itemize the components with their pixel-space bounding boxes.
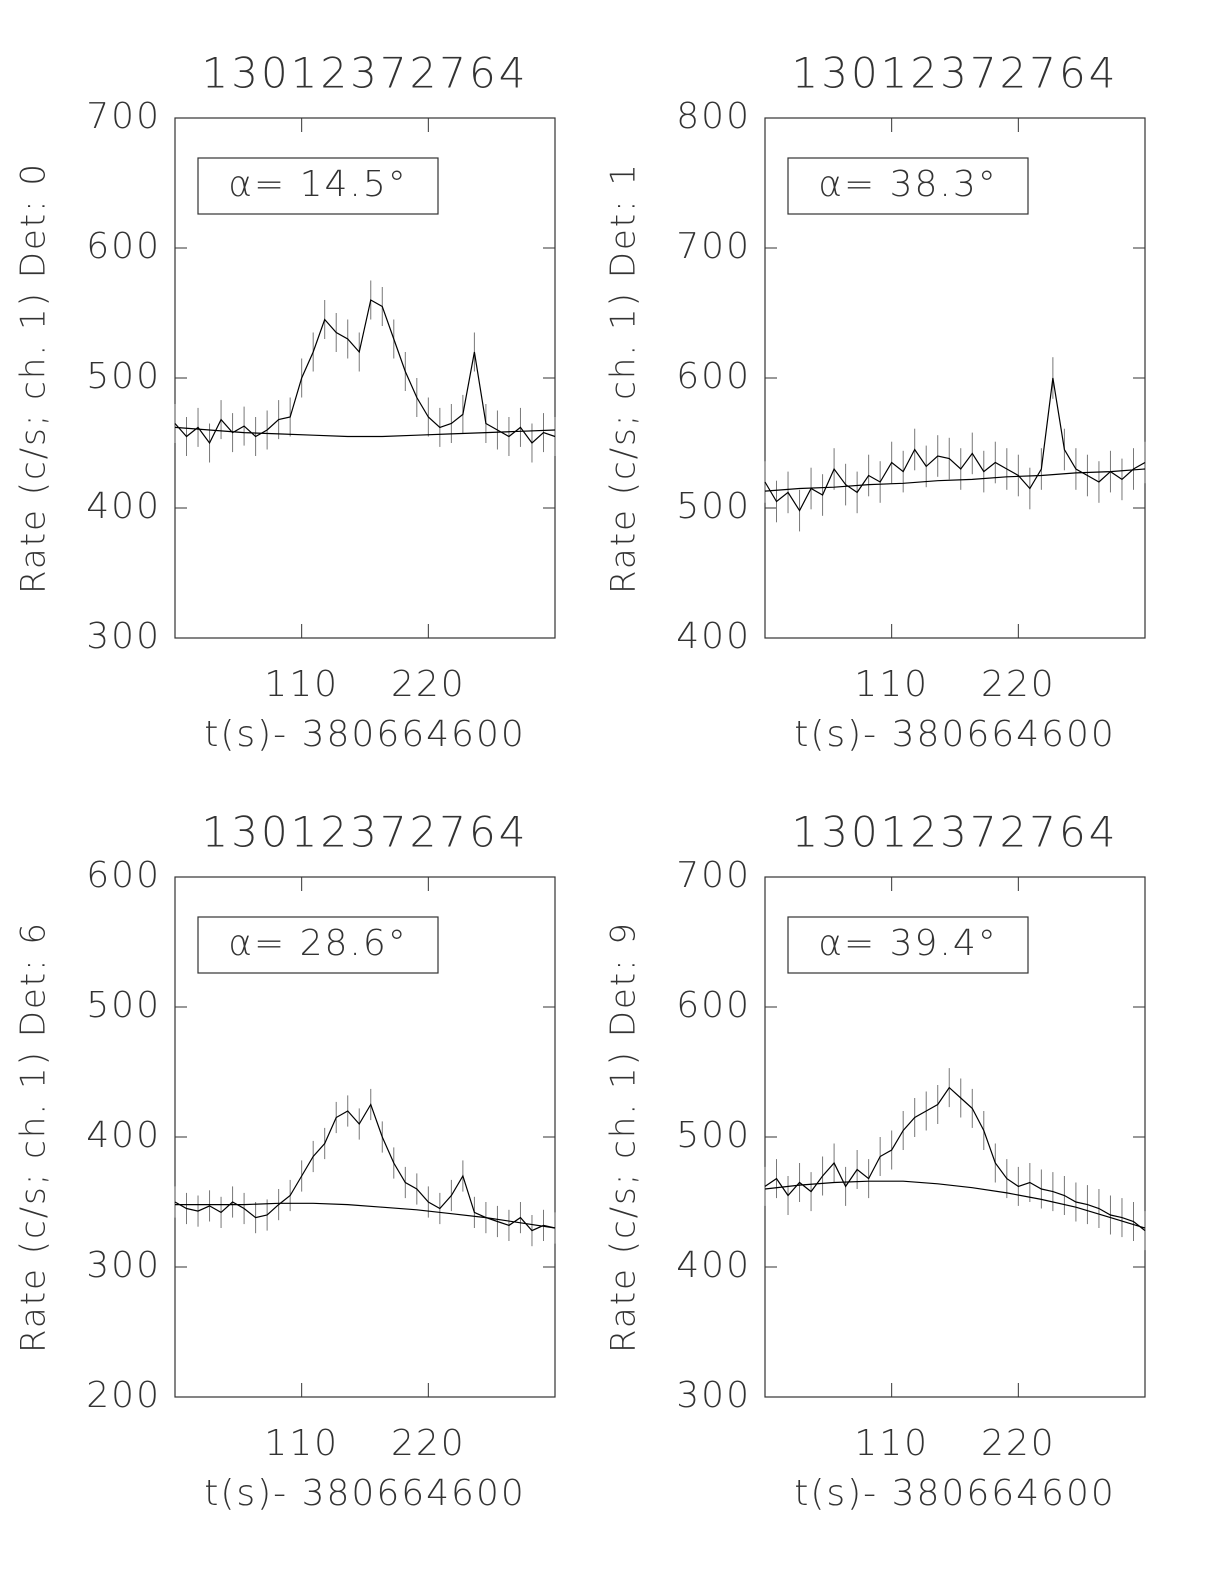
data-line [174,1103,556,1232]
x-tick-label: 220 [391,664,466,705]
x-axis-label: t(s)- 380664600 [794,1473,1116,1514]
y-tick-label: 500 [86,356,161,397]
data-line [764,377,1146,512]
x-tick-label: 220 [391,1423,466,1464]
y-tick-label: 400 [86,1115,161,1156]
y-tick-label: 500 [676,1115,751,1156]
data-line [174,299,556,445]
annotation-box [787,157,1029,215]
annotation-box [197,157,439,215]
y-tick-label: 400 [86,486,161,527]
annotation: α= 39.4° [818,923,998,964]
panel-title: 13012372764 [792,808,1119,857]
x-tick-label: 110 [854,664,929,705]
y-axis-label: Rate (c/s; ch. 1) Det: 1 [604,162,644,594]
y-tick-label: 600 [86,855,161,896]
fit-line [174,426,556,438]
y-tick-label: 700 [86,96,161,137]
annotation-box [787,916,1029,974]
annotation: α= 14.5° [228,164,408,205]
y-axis-label: Rate (c/s; ch. 1) Det: 9 [604,921,644,1353]
x-axis-label: t(s)- 380664600 [204,1473,526,1514]
annotation: α= 28.6° [228,923,408,964]
x-tick-label: 110 [264,664,339,705]
annotation-box [197,916,439,974]
panel-title: 13012372764 [792,49,1119,98]
y-tick-label: 400 [676,1245,751,1286]
panel-title: 13012372764 [202,49,529,98]
panel-title: 13012372764 [202,808,529,857]
y-tick-label: 300 [86,1245,161,1286]
y-tick-label: 600 [86,226,161,267]
x-axis-label: t(s)- 380664600 [794,714,1116,755]
y-tick-label: 600 [676,356,751,397]
data-line [764,1086,1146,1232]
x-axis-label: t(s)- 380664600 [204,714,526,755]
annotation: α= 38.3° [818,164,998,205]
fit-line [764,468,1146,492]
y-tick-label: 700 [676,855,751,896]
y-axis-label: Rate (c/s; ch. 1) Det: 6 [14,921,54,1353]
y-tick-label: 700 [676,226,751,267]
y-tick-label: 600 [676,985,751,1026]
y-tick-label: 800 [676,96,751,137]
y-tick-label: 300 [86,616,161,657]
fit-line [175,1202,556,1229]
y-tick-label: 400 [676,616,751,657]
y-axis-label: Rate (c/s; ch. 1) Det: 0 [14,162,54,594]
x-tick-label: 110 [854,1423,929,1464]
y-tick-label: 300 [676,1375,751,1416]
x-tick-label: 220 [981,1423,1056,1464]
x-tick-label: 220 [981,664,1056,705]
y-tick-label: 500 [86,985,161,1026]
x-tick-label: 110 [264,1423,339,1464]
fit-line [764,1180,1146,1229]
y-tick-label: 500 [676,486,751,527]
y-tick-label: 200 [86,1375,161,1416]
